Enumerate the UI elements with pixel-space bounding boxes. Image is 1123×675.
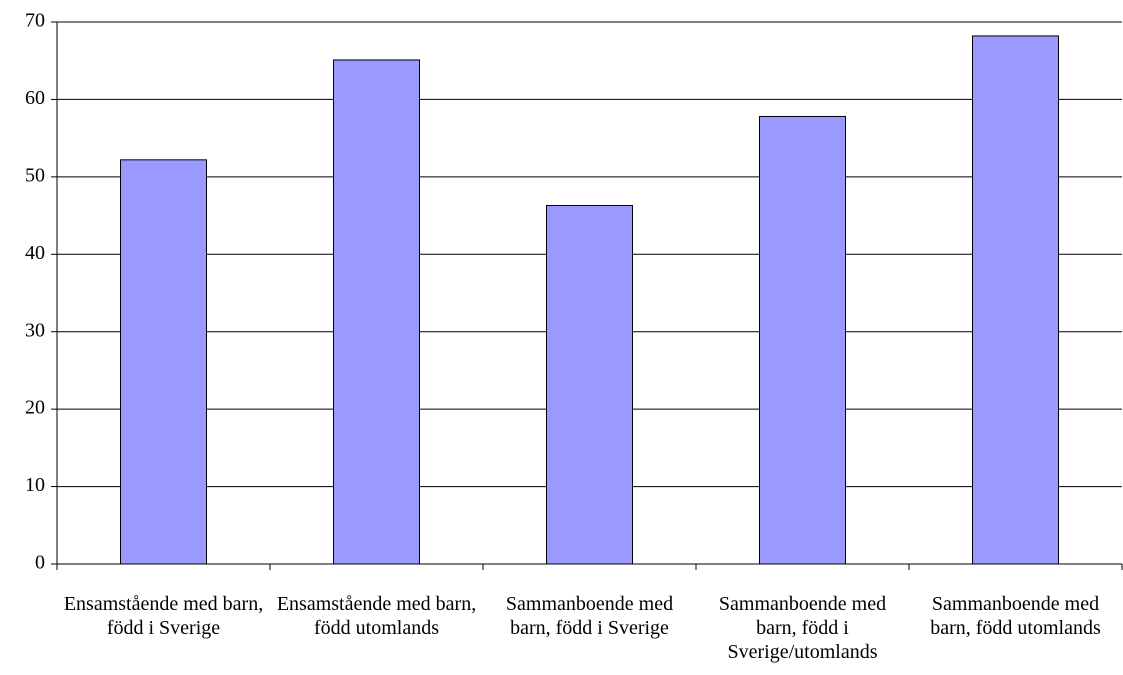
y-tick-label: 0 xyxy=(35,552,45,574)
y-tick-label: 10 xyxy=(25,474,45,496)
y-tick-label: 30 xyxy=(25,319,45,341)
x-tick-label: Sammanboende med barn, född utomlands xyxy=(930,593,1101,639)
bar xyxy=(546,205,633,565)
x-tick-label: Sammanboende med barn, född i Sverige/ut… xyxy=(718,593,887,663)
x-tick-label: Ensamstående med barn, född i Sverige xyxy=(63,593,264,639)
y-tick-label: 20 xyxy=(25,397,45,419)
bar xyxy=(972,35,1059,565)
bar xyxy=(333,59,420,565)
x-tick-label: Ensamstående med barn, född utomlands xyxy=(276,593,477,639)
y-tick-label: 40 xyxy=(25,242,45,264)
y-tick-label: 50 xyxy=(25,164,45,186)
bar xyxy=(759,115,846,565)
y-tick-label: 60 xyxy=(25,87,45,109)
bar xyxy=(120,159,207,565)
y-tick-label: 70 xyxy=(25,10,45,32)
x-tick-label: Sammanboende med barn, född i Sverige xyxy=(505,593,674,639)
